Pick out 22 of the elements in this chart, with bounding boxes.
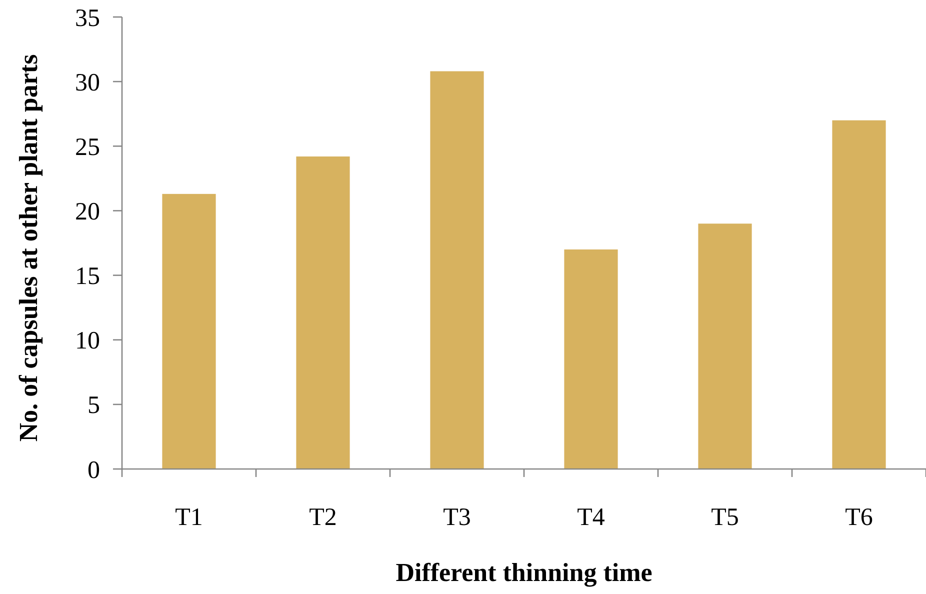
x-tick-label: T5 — [711, 504, 739, 531]
bar — [296, 156, 350, 469]
bar — [430, 71, 484, 469]
y-tick-label: 0 — [88, 456, 100, 484]
y-tick-label: 30 — [75, 69, 100, 96]
y-tick-label: 35 — [75, 4, 100, 32]
bar — [162, 194, 216, 469]
x-axis-title: Different thinning time — [396, 558, 652, 588]
bar — [698, 224, 752, 469]
bar — [832, 120, 886, 469]
y-tick-label: 10 — [75, 328, 100, 355]
y-tick-label: 20 — [75, 198, 100, 226]
y-tick-label: 25 — [75, 134, 100, 161]
x-tick-label: T6 — [845, 504, 873, 531]
x-tick-label: T4 — [577, 504, 606, 531]
bar — [564, 249, 618, 469]
y-axis-title: No. of capsules at other plant parts — [14, 54, 44, 442]
y-tick-label: 15 — [75, 263, 100, 290]
x-tick-label: T1 — [175, 504, 203, 531]
y-tick-label: 5 — [88, 392, 100, 420]
x-tick-label: T3 — [443, 504, 471, 531]
x-tick-label: T2 — [309, 504, 337, 531]
